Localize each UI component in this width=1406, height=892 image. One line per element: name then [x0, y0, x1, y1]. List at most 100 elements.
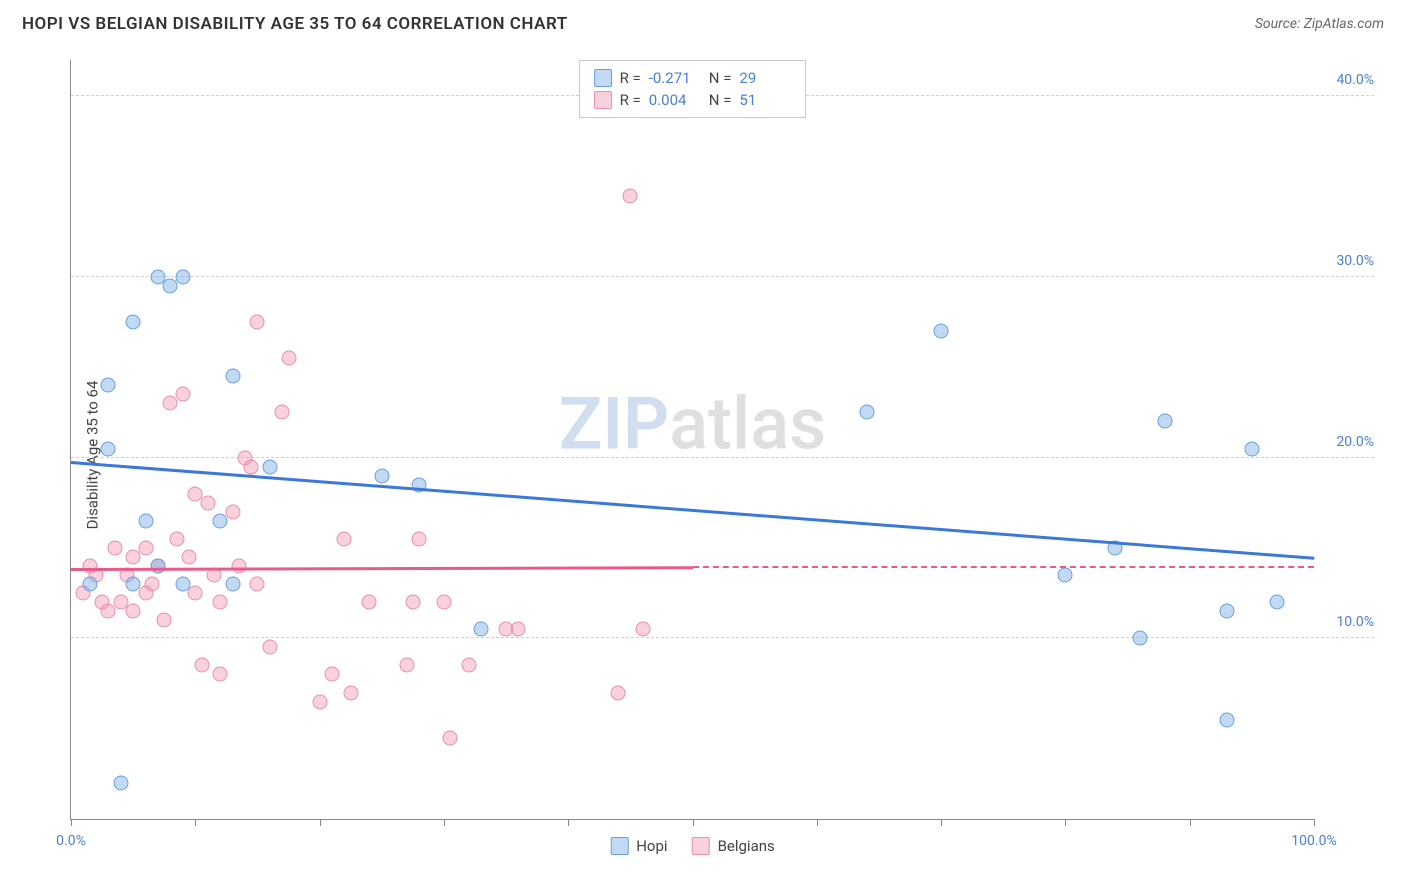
scatter-point-belgians — [312, 694, 327, 709]
scatter-point-belgians — [325, 667, 340, 682]
scatter-point-belgians — [343, 685, 358, 700]
y-tick-label: 20.0% — [1336, 434, 1374, 450]
source-label: Source: ZipAtlas.com — [1255, 16, 1384, 32]
scatter-point-hopi — [859, 405, 874, 420]
plot-area: ZIPatlas R =-0.271N =29R =0.004N =51 Hop… — [70, 60, 1314, 820]
scatter-point-belgians — [412, 531, 427, 546]
scatter-point-hopi — [138, 513, 153, 528]
legend-r-value: -0.271 — [649, 69, 701, 87]
x-tick — [568, 819, 569, 826]
legend-swatch — [610, 837, 628, 855]
x-tick — [320, 819, 321, 826]
scatter-point-hopi — [225, 369, 240, 384]
legend-n-value: 29 — [739, 69, 791, 87]
scatter-point-hopi — [113, 775, 128, 790]
scatter-point-belgians — [138, 540, 153, 555]
scatter-point-belgians — [213, 667, 228, 682]
scatter-point-belgians — [405, 595, 420, 610]
scatter-point-belgians — [194, 658, 209, 673]
scatter-point-belgians — [511, 622, 526, 637]
scatter-point-belgians — [262, 640, 277, 655]
scatter-point-hopi — [101, 441, 116, 456]
scatter-point-belgians — [362, 595, 377, 610]
scatter-point-belgians — [610, 685, 625, 700]
y-tick-label: 40.0% — [1336, 72, 1374, 88]
x-tick — [817, 819, 818, 826]
legend-n-label: N = — [709, 91, 732, 109]
scatter-point-belgians — [244, 459, 259, 474]
x-tick-label: 100.0% — [1291, 833, 1336, 849]
scatter-point-belgians — [250, 577, 265, 592]
scatter-point-hopi — [82, 577, 97, 592]
legend-r-label: R = — [620, 69, 641, 87]
legend-top: R =-0.271N =29R =0.004N =51 — [579, 60, 807, 118]
scatter-point-hopi — [213, 513, 228, 528]
scatter-point-belgians — [443, 730, 458, 745]
legend-r-value: 0.004 — [649, 91, 701, 109]
scatter-point-belgians — [231, 559, 246, 574]
scatter-point-belgians — [200, 495, 215, 510]
legend-r-label: R = — [620, 91, 641, 109]
scatter-point-hopi — [225, 577, 240, 592]
scatter-point-belgians — [157, 613, 172, 628]
trend-line — [71, 461, 1314, 559]
y-tick-label: 30.0% — [1336, 253, 1374, 269]
scatter-point-belgians — [213, 595, 228, 610]
legend-swatch — [594, 91, 612, 109]
scatter-point-belgians — [399, 658, 414, 673]
legend-bottom-item: Belgians — [692, 837, 775, 855]
legend-series-label: Belgians — [718, 837, 775, 855]
scatter-point-hopi — [262, 459, 277, 474]
scatter-point-hopi — [374, 468, 389, 483]
scatter-point-belgians — [182, 549, 197, 564]
scatter-point-hopi — [1269, 595, 1284, 610]
scatter-point-hopi — [474, 622, 489, 637]
x-tick — [941, 819, 942, 826]
scatter-point-belgians — [250, 315, 265, 330]
scatter-point-belgians — [281, 351, 296, 366]
scatter-point-belgians — [169, 531, 184, 546]
scatter-point-belgians — [436, 595, 451, 610]
watermark: ZIPatlas — [559, 382, 826, 467]
trend-line-dash — [693, 566, 1315, 568]
legend-row: R =0.004N =51 — [594, 89, 792, 111]
scatter-point-belgians — [337, 531, 352, 546]
scatter-point-belgians — [635, 622, 650, 637]
scatter-point-belgians — [144, 577, 159, 592]
scatter-point-hopi — [175, 269, 190, 284]
x-tick — [444, 819, 445, 826]
scatter-point-belgians — [175, 387, 190, 402]
scatter-point-hopi — [126, 577, 141, 592]
x-tick — [71, 819, 72, 826]
scatter-point-hopi — [126, 315, 141, 330]
scatter-point-belgians — [461, 658, 476, 673]
scatter-point-hopi — [151, 559, 166, 574]
legend-swatch — [692, 837, 710, 855]
legend-series-label: Hopi — [636, 837, 667, 855]
chart-container: Disability Age 35 to 64 ZIPatlas R =-0.2… — [22, 48, 1384, 862]
scatter-point-hopi — [1157, 414, 1172, 429]
legend-row: R = -0.271 N = 29 — [594, 67, 792, 89]
header: HOPI VS BELGIAN DISABILITY AGE 35 TO 64 … — [0, 0, 1406, 44]
x-tick — [693, 819, 694, 826]
scatter-point-belgians — [225, 504, 240, 519]
x-tick — [1065, 819, 1066, 826]
scatter-point-belgians — [107, 540, 122, 555]
scatter-point-hopi — [175, 577, 190, 592]
gridline-h — [71, 637, 1374, 638]
scatter-point-hopi — [1244, 441, 1259, 456]
legend-swatch — [594, 69, 612, 87]
x-tick — [1190, 819, 1191, 826]
gridline-h — [71, 276, 1374, 277]
x-tick-label: 0.0% — [56, 833, 86, 849]
scatter-point-hopi — [1058, 568, 1073, 583]
x-tick — [1314, 819, 1315, 826]
legend-bottom-item: Hopi — [610, 837, 667, 855]
legend-n-label: N = — [709, 69, 732, 87]
y-tick-label: 10.0% — [1336, 614, 1374, 630]
legend-bottom: Hopi Belgians — [610, 837, 775, 855]
x-tick — [195, 819, 196, 826]
scatter-point-belgians — [623, 188, 638, 203]
scatter-point-belgians — [275, 405, 290, 420]
scatter-point-hopi — [934, 324, 949, 339]
